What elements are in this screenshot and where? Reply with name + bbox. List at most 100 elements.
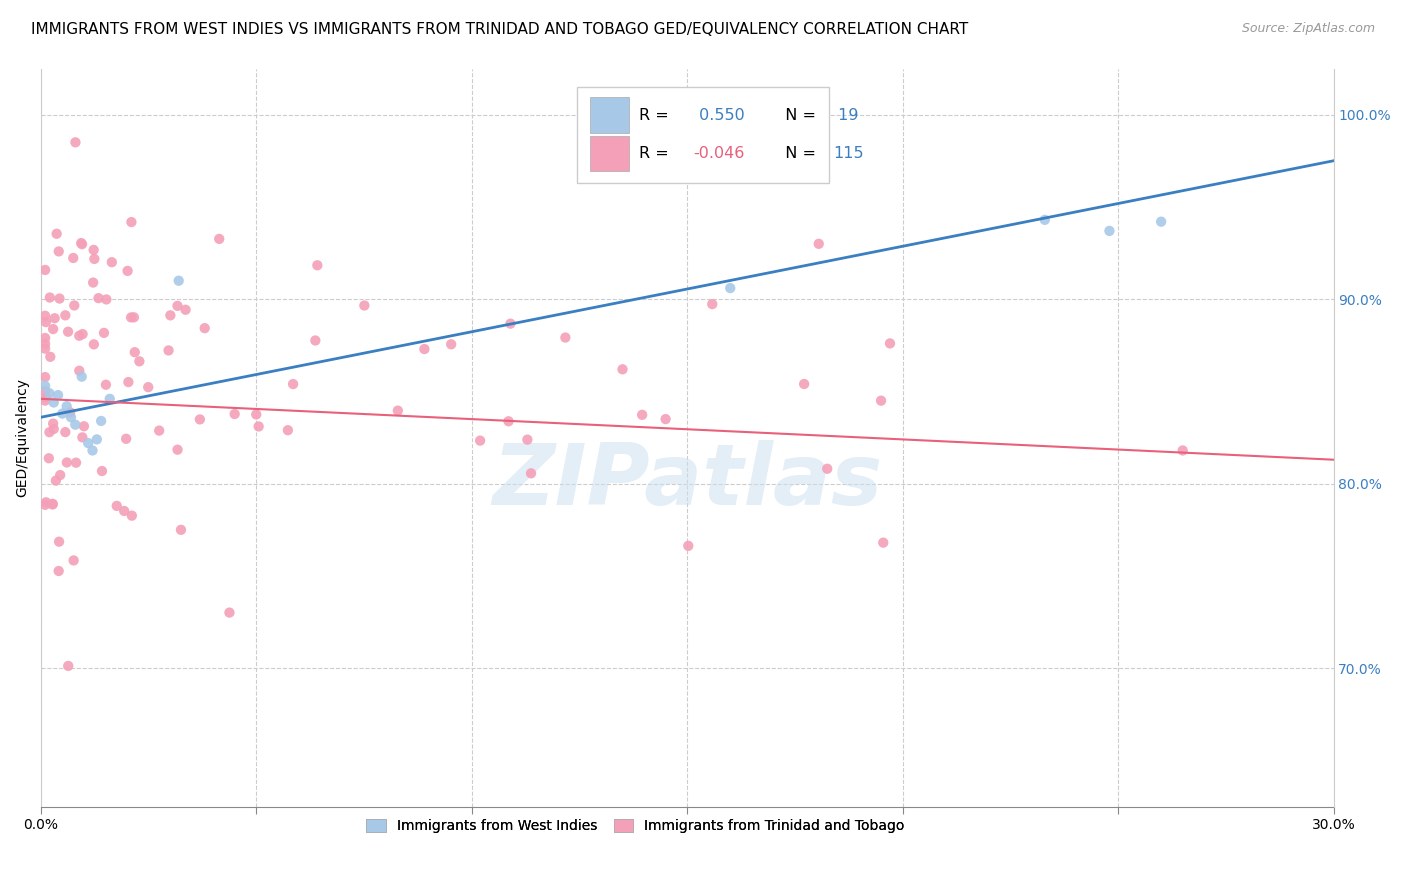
Point [702, 297, 724, 311]
Point [35, 390, 58, 404]
Point [59, 405, 82, 419]
Point [34, 384, 56, 399]
Point [46, 388, 69, 402]
Point [1098, 224, 1121, 238]
Point [879, 336, 901, 351]
Point [34, 498, 56, 512]
Point [65, 456, 87, 470]
Text: 19: 19 [834, 108, 859, 122]
Point [48, 534, 70, 549]
Point [34, 309, 56, 323]
Point [188, 412, 211, 426]
Point [277, 423, 299, 437]
Point [41, 497, 63, 511]
Point [122, 310, 145, 325]
Point [67, 328, 90, 343]
Point [53, 309, 76, 323]
Point [34, 263, 56, 277]
Point [499, 317, 522, 331]
Point [34, 393, 56, 408]
FancyBboxPatch shape [591, 97, 628, 133]
Point [45, 474, 67, 488]
Point [34, 370, 56, 384]
Point [44, 311, 66, 326]
FancyBboxPatch shape [591, 136, 628, 171]
Point [38, 291, 60, 305]
Point [1150, 215, 1173, 229]
Point [82, 276, 104, 290]
Point [49, 468, 72, 483]
Point [34, 331, 56, 345]
Text: R =: R = [640, 108, 675, 122]
Point [815, 462, 838, 476]
Point [124, 345, 146, 359]
Text: R =: R = [640, 146, 675, 161]
Point [34, 336, 56, 351]
Point [870, 393, 893, 408]
Point [51, 407, 73, 421]
Point [93, 326, 115, 340]
Point [105, 499, 128, 513]
Point [34, 379, 56, 393]
Point [62, 553, 84, 567]
Point [112, 504, 135, 518]
Point [94, 377, 117, 392]
Point [34, 342, 56, 356]
Point [42, 417, 65, 431]
Text: N =: N = [775, 108, 821, 122]
Point [498, 414, 520, 428]
Point [1033, 212, 1056, 227]
Point [65, 136, 87, 150]
Point [208, 232, 231, 246]
Point [42, 322, 65, 336]
Point [70, 236, 93, 251]
Legend: Immigrants from West Indies, Immigrants from Trinidad and Tobago: Immigrants from West Indies, Immigrants … [360, 812, 911, 840]
Point [281, 377, 304, 392]
Point [56, 325, 79, 339]
Point [70, 369, 93, 384]
Point [48, 292, 70, 306]
Point [872, 535, 894, 549]
Point [166, 442, 188, 457]
Point [45, 227, 67, 241]
Point [148, 424, 170, 438]
Point [793, 376, 815, 391]
FancyBboxPatch shape [578, 87, 830, 183]
Text: Source: ZipAtlas.com: Source: ZipAtlas.com [1241, 22, 1375, 36]
Point [87, 291, 110, 305]
Point [120, 310, 142, 325]
Point [86, 433, 108, 447]
Point [218, 606, 240, 620]
Point [224, 407, 246, 421]
Text: ZIPatlas: ZIPatlas [492, 441, 883, 524]
Point [166, 299, 188, 313]
Point [718, 281, 741, 295]
Text: 115: 115 [834, 146, 863, 161]
Point [807, 236, 830, 251]
Point [58, 659, 80, 673]
Point [90, 414, 112, 428]
Point [387, 403, 409, 417]
Point [70, 237, 93, 252]
Point [42, 422, 65, 436]
Point [516, 433, 538, 447]
Point [440, 337, 463, 351]
Point [48, 564, 70, 578]
Point [62, 251, 84, 265]
Point [38, 386, 60, 401]
Text: IMMIGRANTS FROM WEST INDIES VS IMMIGRANTS FROM TRINIDAD AND TOBAGO GED/EQUIVALEN: IMMIGRANTS FROM WEST INDIES VS IMMIGRANT… [31, 22, 969, 37]
Point [120, 215, 142, 229]
Point [98, 392, 121, 406]
Point [304, 334, 326, 348]
Y-axis label: GED/Equivalency: GED/Equivalency [15, 378, 30, 497]
Point [83, 337, 105, 351]
Point [117, 264, 139, 278]
Point [72, 430, 94, 444]
Point [96, 293, 118, 307]
Point [53, 425, 76, 439]
Point [194, 321, 217, 335]
Text: 0.550: 0.550 [693, 108, 744, 122]
Point [631, 408, 654, 422]
Point [38, 425, 60, 440]
Point [157, 343, 180, 358]
